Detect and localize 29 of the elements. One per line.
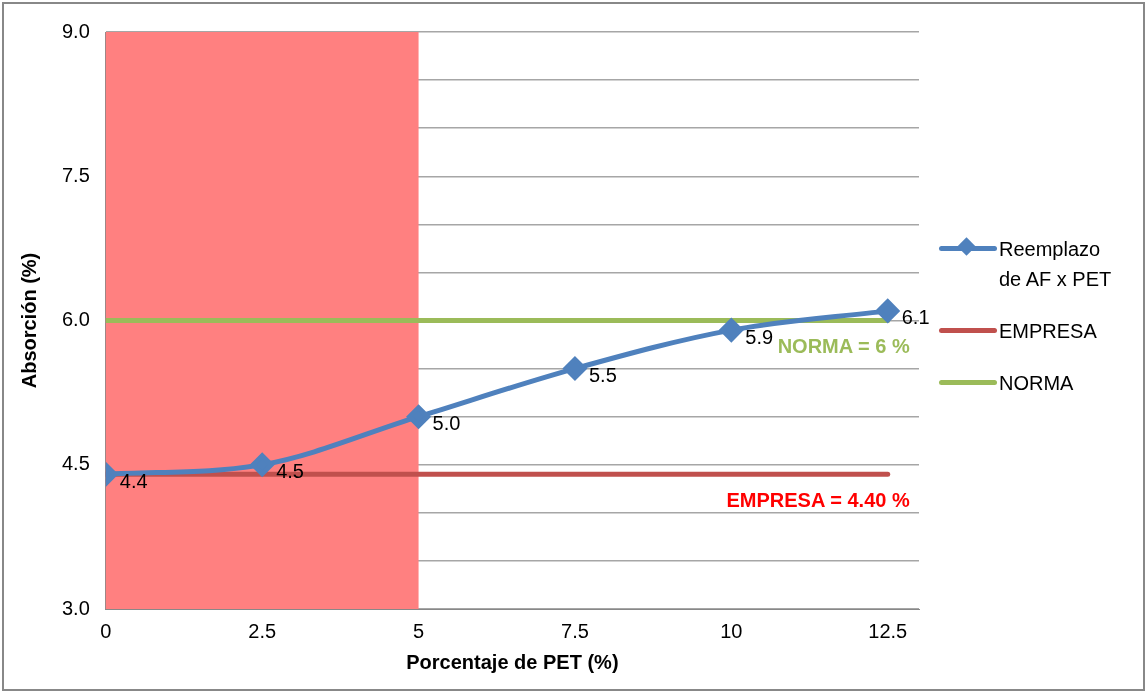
x-tick-label: 10: [720, 619, 743, 642]
data-label: 4.5: [276, 460, 304, 483]
point: [719, 318, 743, 342]
point: [250, 453, 274, 477]
data-label: 5.9: [745, 325, 774, 348]
legend-label: EMPRESA: [999, 319, 1097, 344]
y-tick-label: 9.0: [61, 19, 90, 42]
legend-label: NORMA: [999, 371, 1074, 396]
x-tick-label: 7.5: [561, 619, 589, 642]
x-axis-title: Porcentaje de PET (%): [406, 650, 619, 673]
y-tick-label: 6.0: [61, 308, 90, 331]
point: [876, 299, 900, 323]
point: [563, 357, 587, 381]
x-tick-label: 12.5: [868, 619, 908, 642]
x-tick-label: 0: [100, 619, 112, 642]
data-label: 5.5: [588, 364, 617, 387]
data-label: 4.4: [119, 469, 148, 492]
x-tick-label: 5: [413, 619, 425, 642]
y-tick-label: 3.0: [61, 596, 90, 619]
data-label: 6.1: [901, 306, 930, 329]
y-tick-label: 4.5: [61, 452, 90, 475]
y-tick-label: 7.5: [61, 163, 90, 186]
y-axis-title: Absorción (%): [17, 252, 40, 389]
x-tick-label: 2.5: [248, 619, 277, 642]
legend-label: Reemplazo de AF x PET: [999, 237, 1113, 292]
data-label: 5.0: [432, 412, 461, 435]
point: [407, 405, 431, 429]
annotation: EMPRESA = 4.40 %: [726, 488, 910, 511]
annotation: NORMA = 6 %: [777, 335, 910, 358]
